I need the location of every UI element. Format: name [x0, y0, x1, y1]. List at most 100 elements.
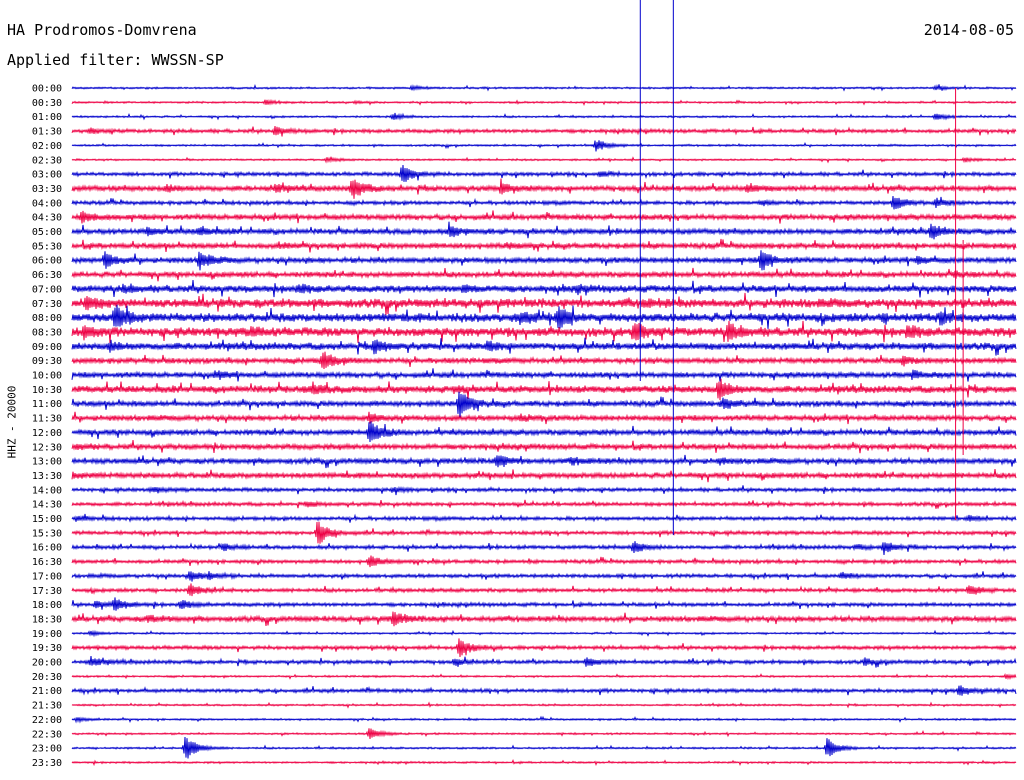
seismic-trace — [71, 112, 1017, 121]
row-time-label: 04:00 — [32, 198, 62, 209]
seismic-trace — [71, 638, 1017, 658]
row-time-label: 03:00 — [32, 170, 62, 181]
row-time-label: 09:30 — [32, 356, 62, 367]
seismic-trace — [71, 368, 1017, 382]
seismic-trace — [71, 126, 1017, 137]
seismic-trace — [71, 685, 1017, 696]
row-time-label: 07:30 — [32, 299, 62, 310]
seismic-trace — [71, 541, 1017, 555]
seismic-trace — [71, 250, 1017, 271]
row-time-label: 14:30 — [32, 500, 62, 511]
date-label: 2014-08-05 — [923, 21, 1014, 39]
seismic-trace — [71, 411, 1017, 425]
seismic-trace — [71, 210, 1017, 224]
row-time-label: 00:30 — [32, 98, 62, 109]
seismic-trace — [71, 178, 1017, 199]
seismic-trace — [71, 629, 1017, 638]
seismic-trace — [71, 611, 1017, 627]
seismic-trace — [71, 672, 1017, 681]
row-time-label: 15:30 — [32, 528, 62, 539]
seismic-trace — [71, 728, 1017, 740]
row-time-label: 18:00 — [32, 600, 62, 611]
seismic-trace — [71, 555, 1017, 568]
row-time-label: 02:30 — [32, 155, 62, 166]
row-time-label: 05:30 — [32, 241, 62, 252]
seismic-trace — [71, 98, 1017, 106]
row-time-label: 05:00 — [32, 227, 62, 238]
row-time-label: 11:30 — [32, 414, 62, 425]
row-time-label: 20:00 — [32, 658, 62, 669]
seismic-trace — [71, 164, 1017, 182]
seismic-trace — [71, 736, 1017, 759]
row-time-label: 10:00 — [32, 371, 62, 382]
row-time-label: 15:00 — [32, 514, 62, 525]
row-time-label: 09:00 — [32, 342, 62, 353]
station-title: HA Prodromos-Domvrena — [7, 21, 197, 39]
row-time-label: 17:30 — [32, 586, 62, 597]
row-time-label: 08:00 — [32, 313, 62, 324]
seismic-trace — [71, 656, 1017, 668]
row-time-label: 06:30 — [32, 270, 62, 281]
seismic-trace — [71, 468, 1017, 483]
row-time-label: 00:00 — [32, 84, 62, 95]
seismic-trace — [71, 454, 1017, 469]
seismic-trace — [71, 583, 1017, 597]
seismic-trace — [71, 195, 1017, 210]
row-time-label: 21:00 — [32, 686, 62, 697]
seismic-trace — [71, 571, 1017, 582]
seismic-trace — [71, 238, 1017, 253]
row-time-label: 16:00 — [32, 543, 62, 554]
seismic-trace — [71, 513, 1017, 523]
seismic-trace — [71, 378, 1017, 401]
row-time-label: 14:00 — [32, 485, 62, 496]
row-time-label: 13:00 — [32, 457, 62, 468]
seismic-trace — [71, 304, 1017, 329]
row-time-label: 12:30 — [32, 442, 62, 453]
row-time-label: 18:30 — [32, 614, 62, 625]
seismic-trace — [71, 440, 1017, 454]
row-time-label: 13:30 — [32, 471, 62, 482]
row-time-label: 19:30 — [32, 643, 62, 654]
seismic-trace — [71, 715, 1017, 724]
seismic-trace — [71, 292, 1017, 315]
row-time-label: 21:30 — [32, 701, 62, 712]
row-time-label: 12:00 — [32, 428, 62, 439]
row-time-label: 19:00 — [32, 629, 62, 640]
row-time-label: 01:00 — [32, 112, 62, 123]
row-time-label: 06:00 — [32, 256, 62, 267]
row-time-label: 17:00 — [32, 571, 62, 582]
row-time-label: 08:30 — [32, 327, 62, 338]
row-time-label: 16:30 — [32, 557, 62, 568]
row-time-label: 11:00 — [32, 399, 62, 410]
seismic-trace — [71, 337, 1017, 356]
seismic-trace — [71, 597, 1017, 611]
row-time-label: 03:30 — [32, 184, 62, 195]
row-time-label: 23:00 — [32, 744, 62, 755]
row-time-label: 22:00 — [32, 715, 62, 726]
seismic-trace — [71, 156, 1017, 164]
seismic-trace — [71, 279, 1017, 298]
seismic-trace — [71, 320, 1017, 344]
row-time-label: 23:30 — [32, 758, 62, 769]
seismic-trace — [71, 83, 1017, 92]
row-time-label: 07:00 — [32, 284, 62, 295]
row-time-label: 04:30 — [32, 213, 62, 224]
row-time-label: 02:00 — [32, 141, 62, 152]
row-time-label: 10:30 — [32, 385, 62, 396]
row-time-label: 01:30 — [32, 127, 62, 138]
seismic-trace — [71, 267, 1017, 282]
seismic-trace — [71, 140, 1017, 152]
seismic-trace — [71, 758, 1017, 767]
filter-label: Applied filter: WWSSN-SP — [7, 51, 224, 69]
row-time-label: 20:30 — [32, 672, 62, 683]
row-time-label: 22:30 — [32, 729, 62, 740]
seismic-trace — [71, 499, 1017, 509]
seismic-trace — [71, 391, 1017, 419]
seismic-trace — [71, 521, 1017, 544]
seismic-trace — [71, 221, 1017, 240]
seismic-trace — [71, 485, 1017, 496]
seismic-trace — [71, 421, 1017, 443]
seismic-trace — [71, 701, 1017, 709]
seismic-trace — [71, 351, 1017, 370]
